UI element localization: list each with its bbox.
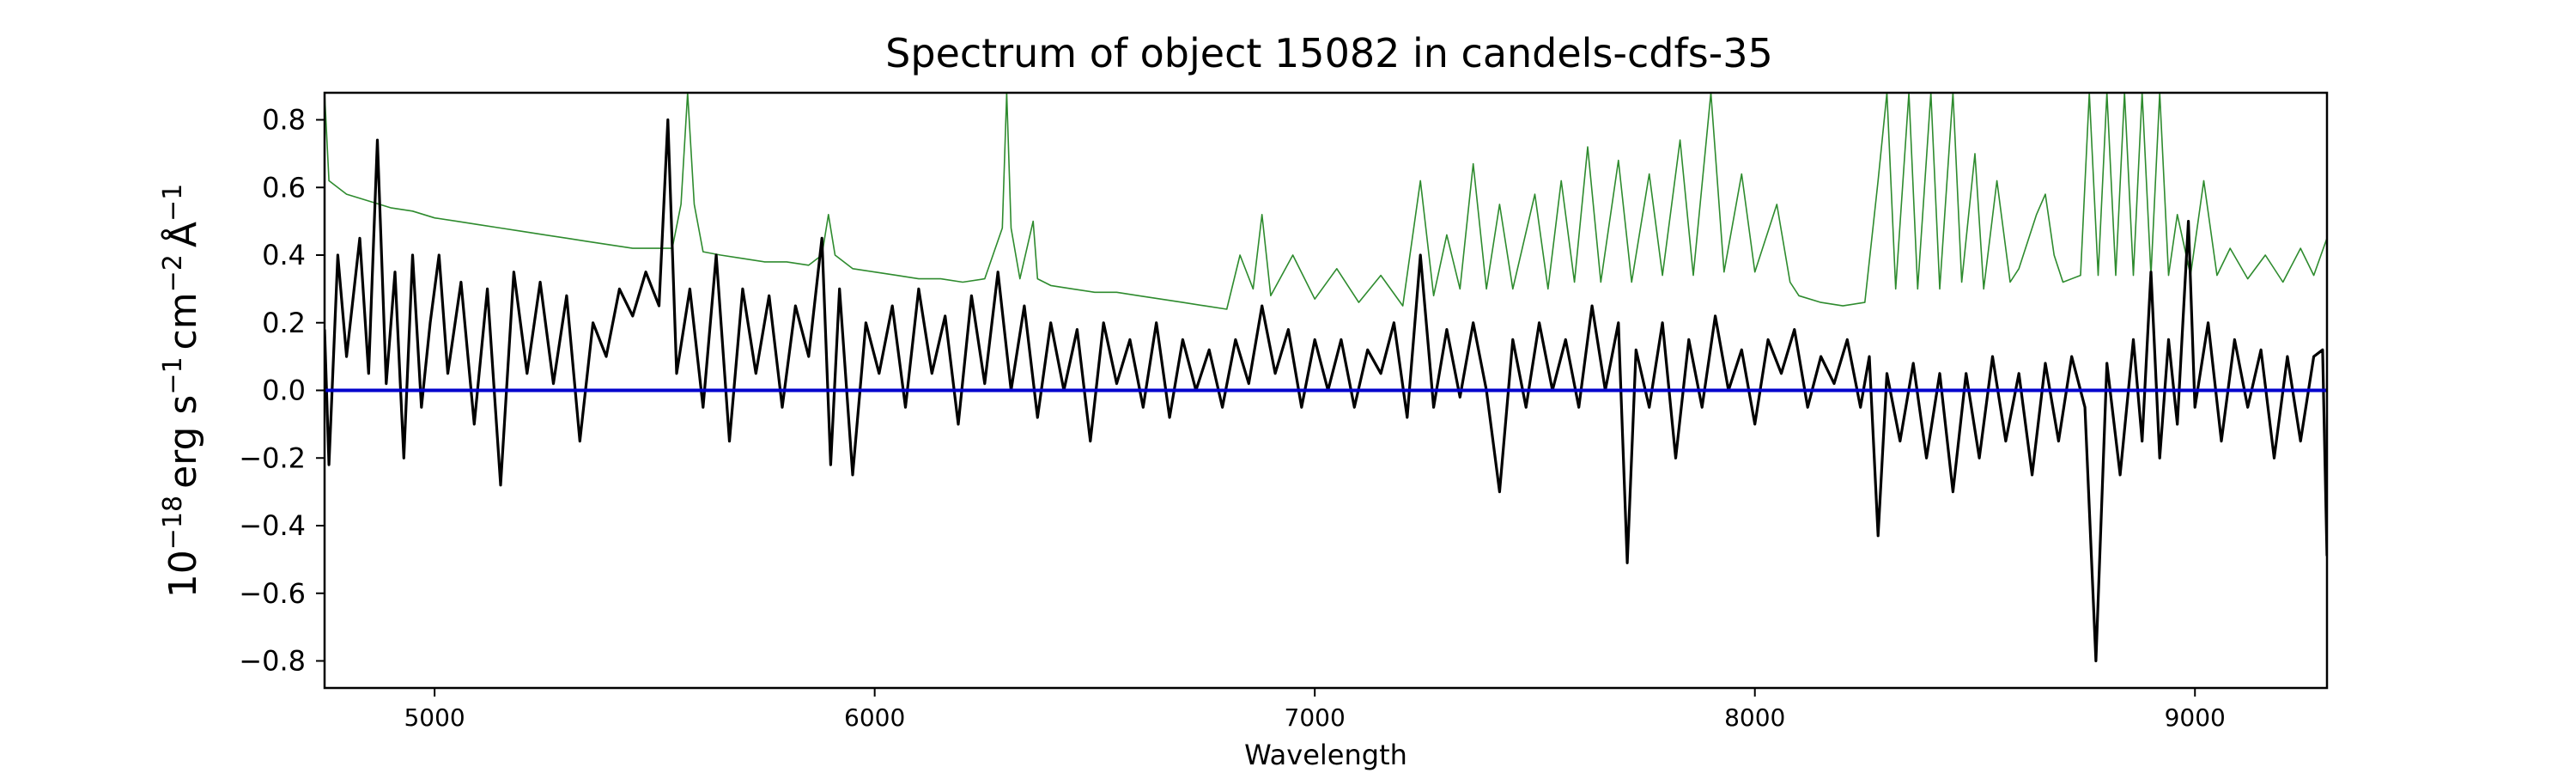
series-line-flux (325, 118, 2327, 663)
x-tick-label: 5000 (404, 703, 465, 732)
y-axis-label: 10−18erg s−1cm−2Å−1 (158, 184, 206, 598)
y-axis-label-erg: erg s (161, 395, 205, 489)
y-tick-label: −0.2 (239, 441, 306, 474)
series-line-error (325, 93, 2327, 310)
chart-title: Spectrum of object 15082 in candels-cdfs… (885, 30, 1773, 76)
x-tick-label: 9000 (2165, 703, 2226, 732)
y-tick-label: 0.0 (262, 374, 306, 407)
y-axis-label-base: 10 (161, 550, 205, 598)
y-tick-label: 0.8 (262, 104, 306, 137)
y-tick-label: −0.8 (239, 645, 306, 678)
y-axis-label-exp-ang: −1 (158, 184, 188, 222)
x-tick-label: 6000 (844, 703, 905, 732)
y-tick-label: 0.4 (262, 239, 306, 271)
y-axis-label-exp-cm: −2 (158, 254, 188, 292)
y-axis-label-exp: −18 (158, 496, 188, 550)
x-tick-label: 8000 (1724, 703, 1785, 732)
x-axis-label: Wavelength (1244, 739, 1407, 771)
y-tick-label: −0.4 (239, 509, 306, 542)
x-tick-label: 7000 (1285, 703, 1346, 732)
y-axis-label-exp-s: −1 (158, 356, 188, 394)
y-axis: −0.8 −0.6 −0.4 −0.2 0.0 0.2 0.4 0.6 0.8 (239, 104, 325, 678)
x-axis: 5000 6000 7000 8000 9000 (404, 688, 2226, 732)
y-axis-label-angstrom: Å (160, 222, 205, 247)
y-tick-label: 0.6 (262, 171, 306, 204)
y-tick-label: −0.6 (239, 577, 306, 610)
y-tick-label: 0.2 (262, 307, 306, 339)
y-axis-label-cm: cm (161, 292, 205, 350)
series-layer (325, 93, 2327, 663)
